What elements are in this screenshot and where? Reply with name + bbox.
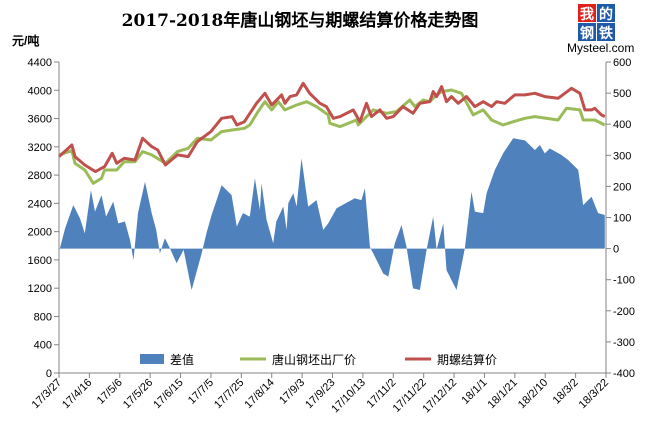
logo-char: 铁 xyxy=(599,25,613,42)
x-tick-label: 17/4/16 xyxy=(60,377,94,411)
mysteel-logo: 我 的 钢 铁 Mysteel.com xyxy=(567,4,634,55)
left-tick-label: 4400 xyxy=(28,57,52,69)
left-tick-label: 3200 xyxy=(28,142,52,154)
right-tick-label: -400 xyxy=(613,368,635,380)
logo-char: 的 xyxy=(599,6,613,23)
logo-text: Mysteel.com xyxy=(567,41,634,55)
right-tick-label: 300 xyxy=(613,150,631,162)
logo-char: 我 xyxy=(580,7,594,23)
x-tick-label: 18/1/21 xyxy=(486,377,520,411)
legend-label-futures: 期螺结算价 xyxy=(437,352,497,367)
logo-cell xyxy=(578,23,596,41)
x-tick-label: 17/5/26 xyxy=(121,377,155,411)
left-tick-label: 3600 xyxy=(28,114,52,126)
right-tick-label: -100 xyxy=(613,275,635,287)
series-area-diff xyxy=(59,138,605,290)
x-tick-label: 18/2/10 xyxy=(516,377,550,411)
left-tick-label: 1200 xyxy=(28,283,52,295)
left-tick-label: 400 xyxy=(34,340,52,352)
x-tick-label: 17/3/27 xyxy=(30,377,64,411)
left-tick-label: 2000 xyxy=(28,227,52,239)
right-tick-label: 200 xyxy=(613,181,631,193)
legend-swatch-diff xyxy=(140,354,164,364)
left-tick-label: 0 xyxy=(46,368,52,380)
left-tick-label: 2400 xyxy=(28,198,52,210)
right-tick-label: 600 xyxy=(613,57,631,69)
legend-label-diff: 差值 xyxy=(170,352,194,367)
x-tick-label: 17/8/14 xyxy=(242,377,276,411)
x-tick-label: 18/3/22 xyxy=(577,377,611,411)
y-axis-unit-label: 元/吨 xyxy=(12,33,39,48)
logo-cell xyxy=(597,4,615,22)
series-line-futures xyxy=(57,81,606,174)
legend: 差值 唐山钢坯出厂价 期螺结算价 xyxy=(140,352,497,367)
x-tick-label: 17/7/25 xyxy=(212,377,246,411)
x-tick-label: 17/12/12 xyxy=(420,377,459,416)
right-tick-label: -200 xyxy=(613,306,635,318)
left-tick-label: 800 xyxy=(34,311,52,323)
right-tick-label: 400 xyxy=(613,119,631,131)
plot-area xyxy=(57,81,606,290)
logo-cell xyxy=(597,23,615,41)
left-tick-label: 2800 xyxy=(28,170,52,182)
chart-title: 2017-2018年唐山钢坯与期螺结算价格走势图 xyxy=(122,10,479,31)
logo-char: 钢 xyxy=(580,25,594,42)
right-tick-label: 500 xyxy=(613,88,631,100)
logo-cell xyxy=(578,4,596,22)
series-line-billet xyxy=(58,88,606,185)
left-tick-label: 4000 xyxy=(28,85,52,97)
x-tick-label: 17/6/15 xyxy=(151,377,185,411)
left-tick-label: 1600 xyxy=(28,255,52,267)
right-tick-label: -300 xyxy=(613,337,635,349)
x-tick-label: 17/10/13 xyxy=(329,377,368,416)
legend-label-billet: 唐山钢坯出厂价 xyxy=(272,352,356,367)
right-tick-label: 100 xyxy=(613,213,631,225)
right-tick-label: 0 xyxy=(613,244,619,256)
